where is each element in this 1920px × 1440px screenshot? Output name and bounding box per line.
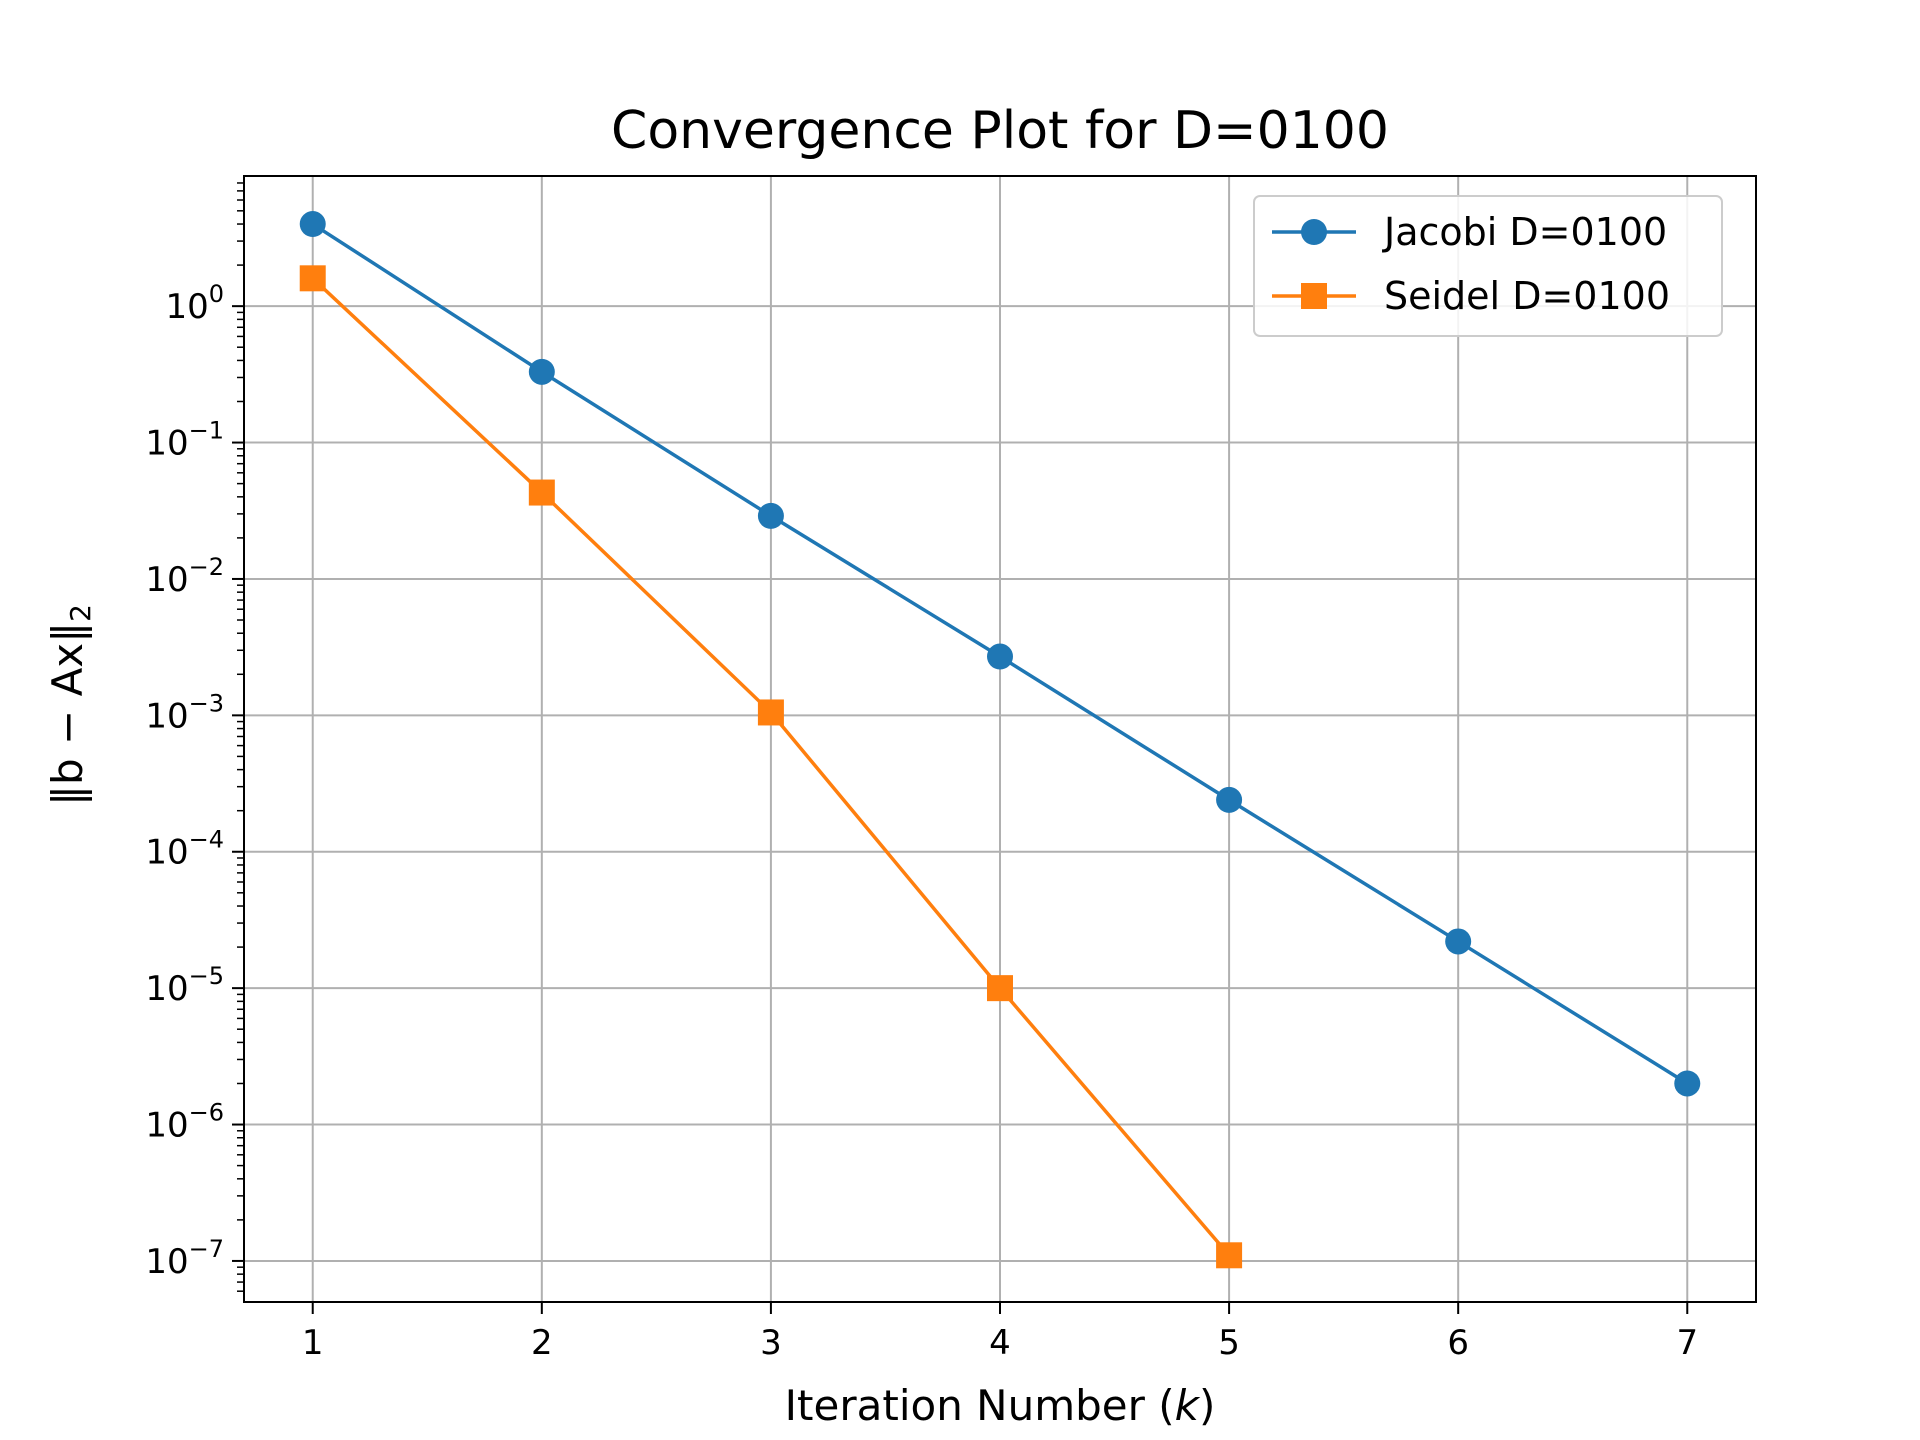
series-2-point bbox=[1216, 1242, 1243, 1269]
series-2-point bbox=[757, 699, 784, 726]
x-axis-title: Iteration Number (k) bbox=[785, 1381, 1216, 1430]
x-tick-label: 6 bbox=[1447, 1323, 1469, 1363]
y-tick-label: 10−4 bbox=[145, 826, 224, 873]
series-1-point bbox=[1674, 1070, 1701, 1097]
series-2-point bbox=[528, 479, 555, 506]
y-tick-label: 100 bbox=[165, 280, 224, 327]
x-tick-label: 7 bbox=[1676, 1323, 1698, 1363]
x-tick-label: 5 bbox=[1218, 1323, 1240, 1363]
x-axis-title-end: ) bbox=[1199, 1381, 1215, 1430]
x-tick-label: 1 bbox=[302, 1323, 324, 1363]
y-axis-title-subscript: 2 bbox=[64, 604, 97, 622]
chart-title: Convergence Plot for D=0100 bbox=[611, 101, 1389, 161]
x-tick-label: 2 bbox=[531, 1323, 553, 1363]
y-tick-label: 10−3 bbox=[145, 689, 224, 736]
y-tick-label: 10−7 bbox=[145, 1235, 224, 1282]
legend-label-1: Jacobi D=0100 bbox=[1382, 210, 1667, 254]
y-tick-label: 10−6 bbox=[145, 1099, 224, 1146]
y-tick-label: 10−2 bbox=[145, 553, 224, 600]
x-tick-label: 4 bbox=[989, 1323, 1011, 1363]
series-1-point bbox=[987, 643, 1013, 670]
series-1-point bbox=[1216, 786, 1243, 813]
y-tick-label: 10−5 bbox=[145, 962, 224, 1009]
series-1-point bbox=[528, 358, 555, 385]
series-1-point bbox=[757, 502, 784, 529]
series-2-point bbox=[987, 975, 1013, 1002]
x-axis-title-variable: k bbox=[1175, 1381, 1201, 1430]
x-axis-title-text: Iteration Number ( bbox=[785, 1381, 1175, 1430]
legend-label-2: Seidel D=0100 bbox=[1384, 274, 1670, 318]
y-tick-label: 10−1 bbox=[145, 417, 224, 464]
series-1-point bbox=[299, 211, 326, 238]
series-1-point bbox=[1445, 928, 1472, 955]
legend-marker-1 bbox=[1301, 219, 1327, 245]
legend: Jacobi D=0100 Seidel D=0100 bbox=[1253, 195, 1723, 337]
legend-box bbox=[1253, 195, 1723, 337]
legend-marker-2 bbox=[1301, 283, 1327, 309]
series-2-point bbox=[299, 265, 326, 292]
plot-area: 1 2 3 4 5 6 7 100 10−1 10−2 10−3 10−4 10−5 10−6 10−7 bbox=[145, 175, 1757, 1363]
y-axis-title: ‖b − Ax‖2 bbox=[43, 604, 97, 806]
x-tick-label: 3 bbox=[760, 1323, 782, 1363]
y-axis-title-text: ‖b − Ax‖ bbox=[43, 622, 92, 806]
axes-frame bbox=[243, 175, 1757, 1303]
